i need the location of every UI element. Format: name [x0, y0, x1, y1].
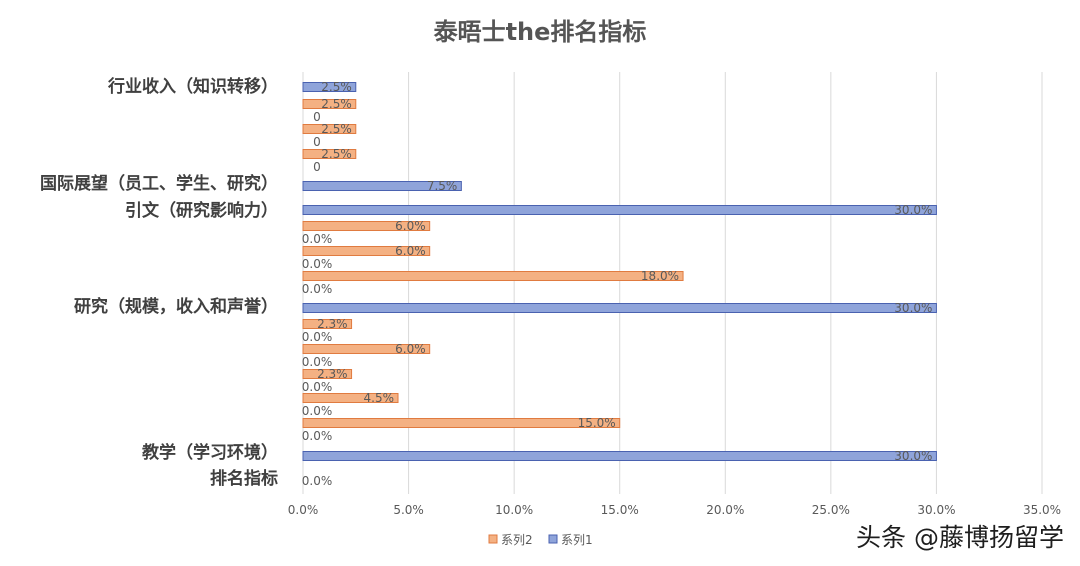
bar-series2 — [302, 149, 357, 159]
x-tick-label: 0.0% — [288, 503, 319, 517]
x-tick-label: 20.0% — [706, 503, 744, 517]
data-label: 2.5% — [321, 80, 352, 94]
x-tick-label: 10.0% — [495, 503, 533, 517]
x-tick-label: 15.0% — [601, 503, 639, 517]
bar-series1 — [302, 303, 937, 313]
data-label: 0 — [313, 160, 321, 174]
data-label: 30.0% — [894, 449, 932, 463]
chart-title: 泰晤士the排名指标 — [434, 18, 647, 46]
category-label: 引文（研究影响力） — [125, 200, 278, 221]
data-label: 6.0% — [395, 244, 426, 258]
data-label: 0.0% — [302, 257, 333, 271]
data-label: 30.0% — [894, 203, 932, 217]
data-label: 0.0% — [302, 380, 333, 394]
data-label: 0 — [313, 110, 321, 124]
bar-series2 — [302, 369, 353, 379]
data-label: 0.0% — [302, 330, 333, 344]
data-label: 7.5% — [427, 179, 458, 193]
data-label: 15.0% — [578, 416, 616, 430]
category-label: 排名指标 — [210, 468, 278, 489]
x-tick-label: 25.0% — [812, 503, 850, 517]
legend-swatch — [548, 534, 558, 544]
data-label: 6.0% — [395, 219, 426, 233]
data-label: 0.0% — [302, 355, 333, 369]
bar-series1 — [302, 205, 937, 215]
data-label: 0.0% — [302, 282, 333, 296]
bar-series1 — [302, 451, 937, 461]
category-label: 教学（学习环境） — [141, 442, 278, 463]
data-label: 2.5% — [321, 147, 352, 161]
bar-series2 — [302, 319, 353, 329]
data-label: 30.0% — [894, 301, 932, 315]
bar-series2 — [302, 124, 357, 134]
data-label: 2.5% — [321, 97, 352, 111]
legend-label: 系列2 — [501, 533, 533, 547]
watermark: 头条 @藤博扬留学 — [856, 523, 1064, 552]
data-label: 2.5% — [321, 122, 352, 136]
legend-label: 系列1 — [561, 533, 593, 547]
data-label: 18.0% — [641, 269, 679, 283]
category-label: 国际展望（员工、学生、研究） — [40, 173, 278, 194]
bar-series2 — [302, 221, 431, 231]
data-label: 4.5% — [364, 391, 395, 405]
bar-series2 — [302, 271, 684, 281]
data-label: 6.0% — [395, 342, 426, 356]
bar-series2 — [302, 99, 357, 109]
bar-series1 — [302, 181, 462, 191]
x-tick-label: 30.0% — [917, 503, 955, 517]
data-label: 0.0% — [302, 404, 333, 418]
x-tick-label: 5.0% — [393, 503, 424, 517]
data-label: 0.0% — [302, 474, 333, 488]
x-tick-label: 35.0% — [1023, 503, 1061, 517]
bar-series2 — [302, 393, 399, 403]
bar-series2 — [302, 344, 431, 354]
category-label: 行业收入（知识转移） — [107, 76, 278, 97]
bar-series2 — [302, 418, 621, 428]
data-label: 0.0% — [302, 429, 333, 443]
data-label: 0 — [313, 135, 321, 149]
legend-swatch — [488, 534, 498, 544]
bar-series1 — [302, 82, 357, 92]
data-label: 2.3% — [317, 317, 348, 331]
bar-series2 — [302, 246, 431, 256]
category-label: 研究（规模，收入和声誉） — [74, 296, 278, 317]
data-label: 2.3% — [317, 367, 348, 381]
data-label: 0.0% — [302, 232, 333, 246]
